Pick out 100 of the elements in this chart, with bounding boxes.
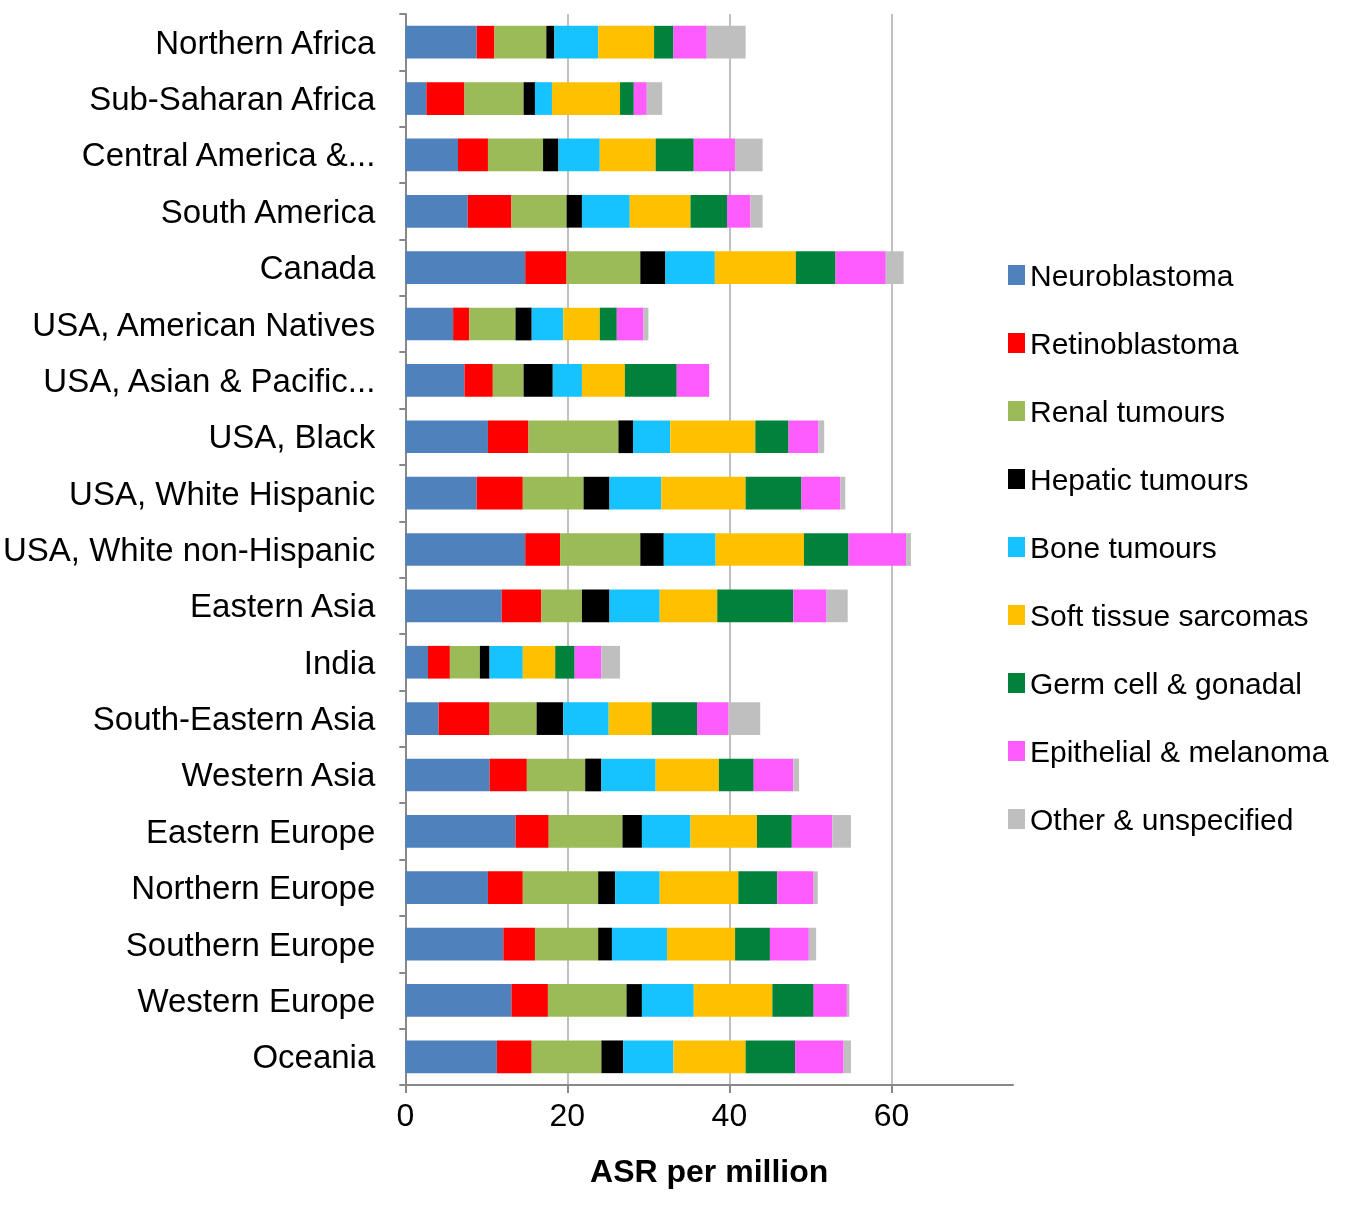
bar bbox=[632, 420, 671, 454]
bar bbox=[405, 194, 468, 228]
bar bbox=[646, 82, 663, 115]
bar bbox=[624, 364, 677, 397]
bar bbox=[566, 251, 641, 284]
bar bbox=[848, 533, 907, 566]
bar bbox=[405, 476, 477, 510]
legend-label: Epithelial & melanoma bbox=[1030, 734, 1329, 768]
bar bbox=[449, 645, 480, 679]
bar bbox=[563, 307, 600, 341]
bar bbox=[560, 533, 641, 566]
bar bbox=[715, 533, 804, 566]
bar bbox=[583, 476, 610, 510]
bar bbox=[745, 1040, 796, 1074]
bar bbox=[791, 815, 833, 848]
bar bbox=[598, 25, 655, 59]
bar bbox=[735, 927, 770, 961]
bar bbox=[547, 984, 627, 1017]
bar bbox=[405, 702, 439, 735]
bar bbox=[795, 1040, 844, 1074]
bar bbox=[405, 138, 458, 172]
x-tick-label: 60 bbox=[873, 1097, 910, 1133]
bar bbox=[525, 533, 561, 566]
bar bbox=[673, 1040, 746, 1074]
bar bbox=[405, 984, 512, 1017]
bar bbox=[616, 307, 644, 341]
y-tick-label: Western Asia bbox=[181, 756, 376, 794]
bar bbox=[598, 871, 616, 905]
bar bbox=[601, 645, 621, 679]
bar bbox=[793, 589, 827, 623]
bar bbox=[428, 645, 450, 679]
bar bbox=[772, 984, 814, 1017]
bar bbox=[405, 307, 454, 341]
bar bbox=[511, 194, 567, 228]
bar bbox=[826, 589, 848, 623]
bar bbox=[438, 702, 490, 735]
y-tick-label: USA, Asian & Pacific... bbox=[43, 361, 376, 399]
bar bbox=[601, 758, 656, 792]
bar bbox=[581, 364, 625, 397]
bar bbox=[651, 702, 697, 735]
bar bbox=[793, 758, 800, 792]
bar bbox=[534, 927, 599, 961]
x-tick-label: 20 bbox=[549, 1097, 586, 1133]
bar bbox=[609, 476, 662, 510]
bar bbox=[777, 871, 814, 905]
y-tick-label: Central America &... bbox=[81, 136, 376, 174]
bar bbox=[801, 476, 841, 510]
bar bbox=[690, 815, 757, 848]
y-tick-label: USA, American Natives bbox=[32, 305, 376, 343]
bar bbox=[467, 194, 512, 228]
bar bbox=[534, 82, 552, 115]
legend-label: Other & unspecified bbox=[1030, 802, 1294, 836]
bar bbox=[546, 25, 555, 59]
bar bbox=[813, 984, 847, 1017]
bar bbox=[598, 927, 612, 961]
bar bbox=[608, 702, 652, 735]
bar bbox=[640, 533, 664, 566]
bar bbox=[670, 420, 756, 454]
bar bbox=[832, 815, 851, 848]
bar bbox=[693, 984, 773, 1017]
bar bbox=[611, 927, 668, 961]
bar bbox=[659, 589, 718, 623]
bar bbox=[479, 645, 490, 679]
y-tick-label: Northern Africa bbox=[155, 23, 376, 61]
legend-label: Renal tumours bbox=[1030, 394, 1226, 428]
bar bbox=[641, 984, 694, 1017]
bar bbox=[487, 871, 523, 905]
bar bbox=[558, 138, 600, 172]
bar bbox=[601, 1040, 624, 1074]
bar bbox=[405, 871, 488, 905]
bar bbox=[525, 251, 567, 284]
y-tick-label: USA, White Hispanic bbox=[69, 474, 376, 512]
y-tick-label: South-Eastern Asia bbox=[92, 700, 376, 738]
legend-label: Neuroblastoma bbox=[1030, 258, 1234, 292]
bar bbox=[585, 758, 602, 792]
bar bbox=[494, 25, 547, 59]
bar bbox=[745, 476, 802, 510]
bar bbox=[551, 82, 621, 115]
bar bbox=[487, 138, 544, 172]
bar bbox=[405, 25, 477, 59]
bar bbox=[714, 251, 796, 284]
y-tick-label: USA, Black bbox=[208, 418, 376, 456]
bar bbox=[548, 815, 623, 848]
bar bbox=[405, 645, 428, 679]
bar bbox=[528, 420, 619, 454]
bar bbox=[599, 307, 617, 341]
bar bbox=[469, 307, 516, 341]
bar bbox=[661, 476, 746, 510]
bar bbox=[543, 138, 559, 172]
bar bbox=[555, 645, 575, 679]
y-tick-label: South America bbox=[160, 192, 376, 230]
bar bbox=[552, 364, 582, 397]
bar bbox=[464, 82, 524, 115]
bar bbox=[426, 82, 465, 115]
bar bbox=[405, 420, 488, 454]
bar bbox=[503, 927, 535, 961]
bar bbox=[489, 702, 537, 735]
y-tick-label: USA, White non-Hispanic bbox=[2, 531, 376, 568]
bar bbox=[626, 984, 642, 1017]
bar bbox=[405, 927, 504, 961]
